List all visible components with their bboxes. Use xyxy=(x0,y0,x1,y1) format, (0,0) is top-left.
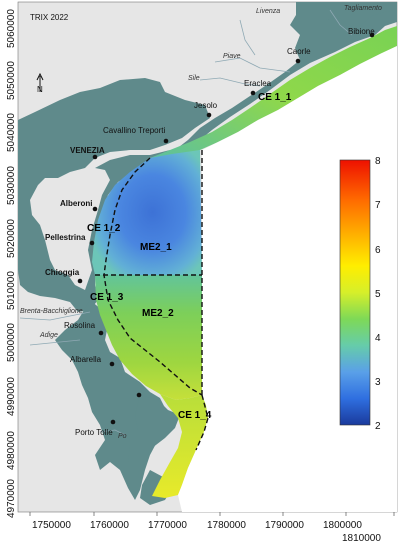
svg-text:5050000: 5050000 xyxy=(6,61,17,100)
city-label-eraclea: Eraclea xyxy=(244,79,272,88)
city-label-cavallino: Cavallino Treporti xyxy=(103,126,165,135)
svg-text:4990000: 4990000 xyxy=(6,377,17,416)
svg-text:1770000: 1770000 xyxy=(148,520,187,531)
city-label-rosolina: Rosolina xyxy=(64,321,96,330)
city-label-chioggia: Chioggia xyxy=(45,268,80,277)
svg-text:5000000: 5000000 xyxy=(6,323,17,362)
land-po-delta xyxy=(128,395,180,470)
sea-tail-south xyxy=(152,394,208,498)
city-label-alberoni: Alberoni xyxy=(60,199,92,208)
svg-text:2: 2 xyxy=(375,421,381,432)
svg-text:5: 5 xyxy=(375,289,381,300)
city-label-caorle: Caorle xyxy=(287,47,311,56)
x-axis-ticks xyxy=(29,512,395,516)
svg-text:4980000: 4980000 xyxy=(6,431,17,470)
svg-text:4970000: 4970000 xyxy=(6,479,17,518)
svg-text:5010000: 5010000 xyxy=(6,271,17,310)
svg-text:7: 7 xyxy=(375,200,381,211)
zone-label-ce1-2: CE 1_2 xyxy=(87,223,121,234)
svg-text:3: 3 xyxy=(375,377,381,388)
land-venice-lagoon xyxy=(18,78,210,312)
city-label-venezia: VENEZIA xyxy=(70,146,105,155)
svg-text:1780000: 1780000 xyxy=(207,520,246,531)
city-markers xyxy=(77,32,375,425)
river-label-tagliamento: Tagliamento xyxy=(344,5,382,12)
svg-text:1800000: 1800000 xyxy=(323,520,362,531)
svg-text:6: 6 xyxy=(375,245,381,256)
map-title: TRIX 2022 xyxy=(30,13,69,22)
river-label-po: Po xyxy=(118,433,127,440)
svg-text:1760000: 1760000 xyxy=(90,520,129,531)
river-label-livenza: Livenza xyxy=(256,8,280,15)
colorbar-labels: 2 3 4 5 6 7 8 xyxy=(375,156,381,432)
svg-text:5040000: 5040000 xyxy=(6,113,17,152)
city-label-porto-tolle: Porto Tolle xyxy=(75,428,113,437)
sea-block-south xyxy=(95,275,202,400)
svg-text:5020000: 5020000 xyxy=(6,219,17,258)
svg-text:1750000: 1750000 xyxy=(32,520,71,531)
rivers xyxy=(19,9,353,436)
svg-text:5060000: 5060000 xyxy=(6,9,17,48)
svg-text:1790000: 1790000 xyxy=(265,520,304,531)
y-axis-labels: 4970000 4980000 4990000 5000000 5010000 … xyxy=(6,9,17,518)
city-label-pellestrina: Pellestrina xyxy=(45,233,86,242)
svg-text:N: N xyxy=(37,85,43,94)
svg-text:4: 4 xyxy=(375,333,381,344)
river-label-sile: Sile xyxy=(188,75,200,82)
svg-text:8: 8 xyxy=(375,156,381,167)
river-label-brenta: Brenta-Bacchiglione xyxy=(20,308,83,315)
city-label-albarella: Albarella xyxy=(70,355,102,364)
svg-text:1810000: 1810000 xyxy=(342,533,381,543)
zone-label-me2-1: ME2_1 xyxy=(140,242,172,253)
colorbar xyxy=(339,159,371,426)
land-coast-north xyxy=(320,2,397,28)
zone-label-ce1-1: CE 1_1 xyxy=(258,92,292,103)
city-label-bibione: Bibione xyxy=(348,27,375,36)
city-label-jesolo: Jesolo xyxy=(194,101,218,110)
x-axis-labels: 1750000 1760000 1770000 1780000 1790000 … xyxy=(32,520,381,543)
sea-block-central xyxy=(92,150,202,275)
zone-label-ce1-4: CE 1_4 xyxy=(178,410,212,421)
zone-label-ce1-3: CE 1_3 xyxy=(90,292,124,303)
zone-boundaries xyxy=(95,150,209,451)
svg-text:5030000: 5030000 xyxy=(6,166,17,205)
river-label-piave: Piave xyxy=(223,53,241,60)
river-label-adige: Adige xyxy=(39,332,58,339)
sea-strip-north xyxy=(150,26,397,160)
land-north xyxy=(148,2,397,170)
zone-label-me2-2: ME2_2 xyxy=(142,308,174,319)
north-arrow-icon: N xyxy=(36,72,44,94)
